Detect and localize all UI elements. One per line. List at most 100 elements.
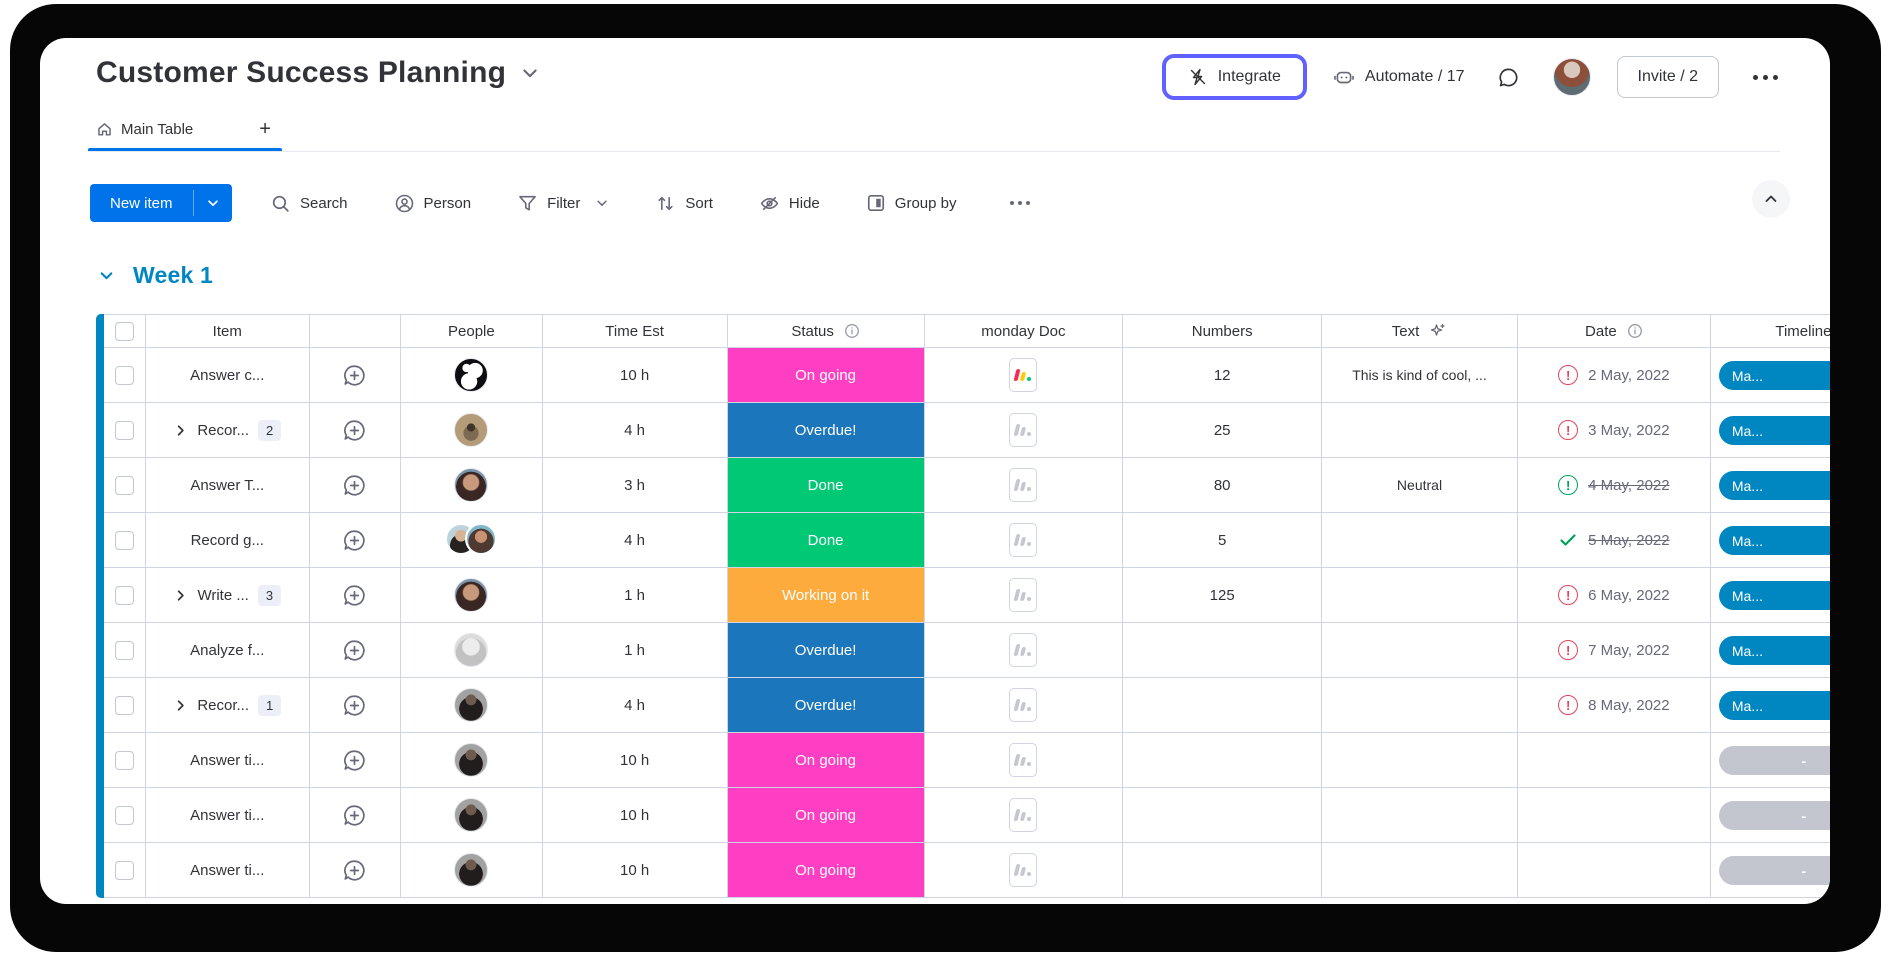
timeline-pill[interactable]: Ma... bbox=[1718, 581, 1830, 610]
row-checkbox[interactable] bbox=[114, 475, 134, 495]
item-label[interactable]: Record g... bbox=[190, 531, 264, 549]
item-label[interactable]: Recor... bbox=[197, 421, 249, 439]
info-icon[interactable] bbox=[844, 323, 860, 339]
monday-doc-icon[interactable] bbox=[1009, 413, 1038, 447]
column-header-numbers[interactable]: Numbers bbox=[1123, 314, 1323, 348]
column-header-time-est[interactable]: Time Est bbox=[542, 314, 728, 348]
avatar[interactable] bbox=[454, 578, 489, 612]
column-header-status[interactable]: Status bbox=[727, 314, 925, 348]
item-label[interactable]: Answer ti... bbox=[190, 751, 265, 769]
numbers-cell[interactable]: 25 bbox=[1123, 403, 1323, 458]
status-pill[interactable]: Done bbox=[727, 513, 924, 567]
avatar[interactable] bbox=[454, 688, 489, 722]
toolbar-more-icon[interactable] bbox=[1002, 193, 1038, 213]
item-label[interactable]: Answer ti... bbox=[190, 861, 265, 879]
text-cell[interactable] bbox=[1322, 788, 1518, 843]
time-est-cell[interactable]: 4 h bbox=[542, 513, 728, 568]
status-pill[interactable]: Overdue! bbox=[727, 403, 924, 457]
row-checkbox[interactable] bbox=[114, 695, 134, 715]
numbers-cell[interactable] bbox=[1123, 733, 1323, 788]
monday-doc-icon[interactable] bbox=[1009, 523, 1038, 557]
status-pill[interactable]: Done bbox=[727, 458, 924, 512]
automate-button[interactable]: Automate / 17 bbox=[1333, 66, 1465, 88]
text-cell[interactable] bbox=[1322, 513, 1518, 568]
item-label[interactable]: Answer ti... bbox=[190, 806, 265, 824]
text-cell[interactable] bbox=[1322, 733, 1518, 788]
column-header-item[interactable]: Item bbox=[145, 314, 310, 348]
ai-sparkle-icon[interactable] bbox=[1429, 322, 1447, 340]
date-cell[interactable]: ! 2 May, 2022 bbox=[1517, 348, 1711, 403]
timeline-pill[interactable]: - bbox=[1718, 801, 1830, 830]
group-header[interactable]: Week 1 bbox=[98, 262, 213, 289]
numbers-cell[interactable] bbox=[1123, 843, 1323, 898]
avatar[interactable] bbox=[454, 358, 489, 392]
invite-button[interactable]: Invite / 2 bbox=[1616, 56, 1719, 98]
row-checkbox[interactable] bbox=[114, 860, 134, 880]
time-est-cell[interactable]: 3 h bbox=[542, 458, 728, 513]
column-header-text[interactable]: Text bbox=[1322, 314, 1518, 348]
numbers-cell[interactable]: 12 bbox=[1123, 348, 1323, 403]
date-cell[interactable]: 5 May, 2022 bbox=[1517, 513, 1711, 568]
date-cell[interactable] bbox=[1517, 788, 1711, 843]
date-cell[interactable]: ! 6 May, 2022 bbox=[1517, 568, 1711, 623]
expand-chevron-icon[interactable] bbox=[173, 588, 188, 603]
timeline-pill[interactable]: Ma... bbox=[1718, 526, 1830, 555]
hide-button[interactable]: Hide bbox=[759, 193, 820, 214]
item-label[interactable]: Write ... bbox=[197, 586, 249, 604]
timeline-pill[interactable]: Ma... bbox=[1718, 691, 1830, 720]
date-cell[interactable]: ! 8 May, 2022 bbox=[1517, 678, 1711, 733]
text-cell[interactable] bbox=[1322, 843, 1518, 898]
time-est-cell[interactable]: 1 h bbox=[542, 623, 728, 678]
numbers-cell[interactable] bbox=[1123, 678, 1323, 733]
add-update-icon[interactable] bbox=[341, 747, 368, 774]
collapse-toolbar-icon[interactable] bbox=[1752, 180, 1790, 218]
add-update-icon[interactable] bbox=[341, 472, 368, 499]
timeline-pill[interactable]: - bbox=[1718, 856, 1830, 885]
time-est-cell[interactable]: 10 h bbox=[542, 733, 728, 788]
person-button[interactable]: Person bbox=[394, 193, 471, 214]
item-label[interactable]: Analyze f... bbox=[190, 641, 265, 659]
monday-doc-icon[interactable] bbox=[1009, 688, 1038, 722]
tab-main-table[interactable]: Main Table bbox=[96, 121, 219, 138]
add-update-icon[interactable] bbox=[341, 692, 368, 719]
row-checkbox[interactable] bbox=[114, 805, 134, 825]
column-header-timeline[interactable]: Timeline bbox=[1710, 314, 1830, 348]
monday-doc-icon[interactable] bbox=[1009, 743, 1038, 777]
add-tab-button[interactable]: + bbox=[259, 118, 271, 140]
time-est-cell[interactable]: 10 h bbox=[542, 788, 728, 843]
status-pill[interactable]: On going bbox=[727, 733, 924, 787]
row-checkbox[interactable] bbox=[114, 750, 134, 770]
user-avatar[interactable] bbox=[1552, 58, 1591, 96]
filter-button[interactable]: Filter bbox=[517, 193, 609, 214]
date-cell[interactable]: ! 4 May, 2022 bbox=[1517, 458, 1711, 513]
integrate-button[interactable]: Integrate bbox=[1161, 54, 1307, 100]
monday-doc-icon[interactable] bbox=[1009, 358, 1038, 392]
item-label[interactable]: Answer c... bbox=[190, 366, 265, 384]
monday-doc-icon[interactable] bbox=[1009, 633, 1038, 667]
item-label[interactable]: Recor... bbox=[197, 696, 249, 714]
board-title-chevron-icon[interactable] bbox=[520, 63, 540, 83]
expand-chevron-icon[interactable] bbox=[173, 698, 188, 713]
status-pill[interactable]: Overdue! bbox=[727, 678, 924, 732]
group-by-button[interactable]: Group by bbox=[866, 193, 956, 213]
text-cell[interactable] bbox=[1322, 568, 1518, 623]
select-all-checkbox[interactable] bbox=[114, 321, 134, 341]
add-update-icon[interactable] bbox=[341, 582, 368, 609]
numbers-cell[interactable] bbox=[1123, 623, 1323, 678]
add-update-icon[interactable] bbox=[341, 637, 368, 664]
text-cell[interactable] bbox=[1322, 678, 1518, 733]
avatar[interactable] bbox=[454, 468, 489, 502]
status-pill[interactable]: Working on it bbox=[727, 568, 924, 622]
time-est-cell[interactable]: 4 h bbox=[542, 403, 728, 458]
avatar-pair[interactable] bbox=[445, 523, 498, 557]
timeline-pill[interactable]: Ma... bbox=[1718, 416, 1830, 445]
status-pill[interactable]: Overdue! bbox=[727, 623, 924, 677]
monday-doc-icon[interactable] bbox=[1009, 578, 1038, 612]
timeline-pill[interactable]: - bbox=[1718, 746, 1830, 775]
avatar[interactable] bbox=[454, 413, 489, 447]
column-header-date[interactable]: Date bbox=[1517, 314, 1711, 348]
text-cell[interactable] bbox=[1322, 403, 1518, 458]
monday-doc-icon[interactable] bbox=[1009, 468, 1038, 502]
new-item-chevron-icon[interactable] bbox=[194, 184, 232, 222]
date-cell[interactable]: ! 7 May, 2022 bbox=[1517, 623, 1711, 678]
